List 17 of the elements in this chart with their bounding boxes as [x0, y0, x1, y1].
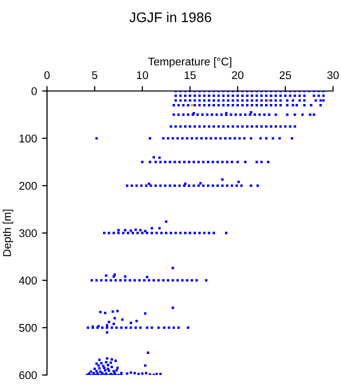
x-tick-label: 5	[92, 71, 98, 80]
y-tick-label: 600	[19, 371, 37, 380]
y-tick-label: 0	[32, 87, 37, 96]
y-tick-label: 100	[20, 134, 37, 142]
x-tick-label: 0	[44, 71, 50, 80]
y-tick-label: 500	[19, 324, 37, 332]
chart-title: JGJF in 1986	[129, 12, 212, 22]
y-tick-label: 200	[19, 182, 37, 190]
y-tick-label: 400	[18, 276, 37, 284]
x-tick-label: 25	[280, 71, 292, 80]
x-tick-label: 10	[137, 71, 148, 80]
x-tick-label: 20	[232, 71, 244, 80]
y-axis-title: Depth [m]	[2, 210, 14, 256]
x-tick-label: 15	[184, 71, 196, 80]
x-axis-title: Temperature [°C]	[148, 57, 232, 68]
x-tick-label: 30	[327, 71, 339, 80]
y-tick-label: 300	[19, 229, 37, 238]
